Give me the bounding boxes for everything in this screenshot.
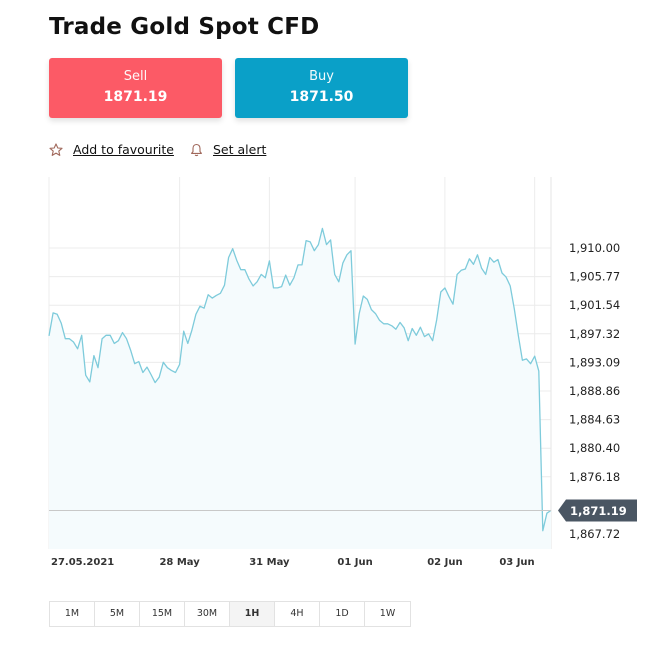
timeframe-1m[interactable]: 1M: [50, 602, 95, 626]
x-tick-label: 27.05.2021: [51, 557, 114, 568]
x-tick-label: 01 Jun: [337, 557, 372, 568]
timeframe-1h[interactable]: 1H: [230, 602, 275, 626]
current-price-label: 1,871.19: [570, 504, 627, 518]
buy-button[interactable]: Buy 1871.50: [235, 58, 408, 118]
add-to-favourite-label: Add to favourite: [73, 142, 174, 157]
price-chart[interactable]: 1,910.00 1,905.77 1,901.54 1,897.32 1,893.09…: [0, 175, 651, 575]
y-tick-label: 1,897.32: [569, 327, 620, 341]
timeframe-selector: 1M 5M 15M 30M 1H 4H 1D 1W: [49, 601, 411, 627]
x-tick-label: 03 Jun: [499, 557, 534, 568]
y-tick-label: 1,905.77: [569, 270, 620, 284]
y-tick-label: 1,888.86: [569, 384, 620, 398]
sell-label: Sell: [123, 69, 148, 84]
current-price-tag: [558, 499, 637, 522]
price-area: [49, 228, 551, 549]
y-tick-label: 1,893.09: [569, 355, 620, 369]
y-tick-label: 1,876.18: [569, 470, 620, 484]
y-tick-label: 1,910.00: [569, 241, 620, 255]
timeframe-15m[interactable]: 15M: [140, 602, 185, 626]
star-icon: [49, 142, 63, 156]
set-alert-link[interactable]: Set alert: [190, 142, 266, 157]
timeframe-1w[interactable]: 1W: [379, 608, 396, 619]
sell-price: 1871.19: [103, 89, 168, 105]
buy-label: Buy: [309, 69, 334, 84]
x-tick-label: 28 May: [159, 557, 200, 568]
x-tick-label: 02 Jun: [427, 557, 462, 568]
buy-price: 1871.50: [289, 89, 354, 105]
timeframe-5m[interactable]: 5M: [95, 602, 140, 626]
y-tick-label: 1,901.54: [569, 298, 620, 312]
page-title: Trade Gold Spot CFD: [49, 14, 320, 40]
bell-icon: [191, 143, 202, 156]
sell-button[interactable]: Sell 1871.19: [49, 58, 222, 118]
add-to-favourite-link[interactable]: Add to favourite: [49, 142, 174, 157]
timeframe-30m[interactable]: 30M: [185, 602, 230, 626]
y-tick-label: 1,884.63: [569, 413, 620, 427]
timeframe-1d[interactable]: 1D: [320, 602, 365, 626]
x-tick-label: 31 May: [249, 557, 290, 568]
y-tick-label: 1,880.40: [569, 441, 620, 455]
price-line: [48, 227, 552, 532]
y-tick-label: 1,867.72: [569, 527, 620, 541]
timeframe-4h[interactable]: 4H: [275, 602, 320, 626]
set-alert-label: Set alert: [213, 142, 267, 157]
